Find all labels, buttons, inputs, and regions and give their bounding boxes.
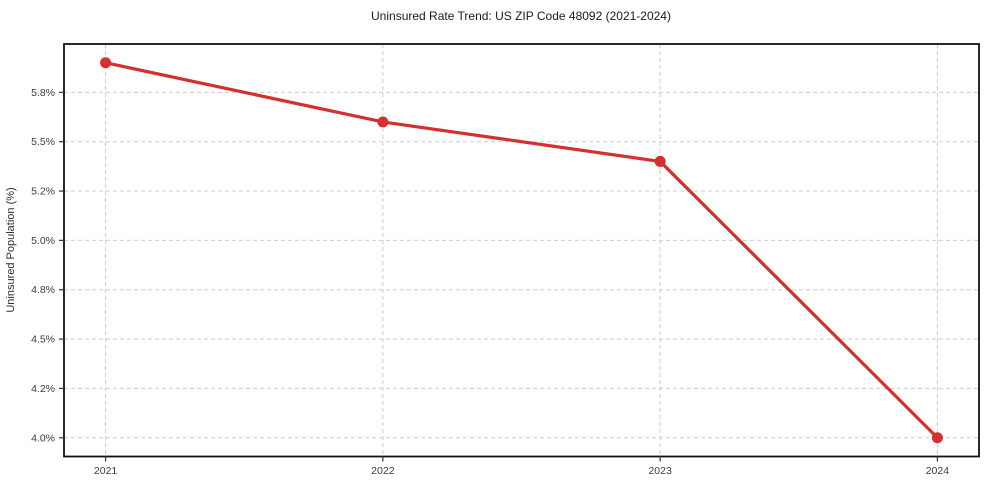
y-axis-tick-label: 4.5%: [31, 334, 55, 346]
axes-spines: [63, 43, 980, 458]
axis-ticks: [59, 91, 939, 462]
chart-title: Uninsured Rate Trend: US ZIP Code 48092 …: [371, 9, 671, 23]
y-axis-label: Uninsured Population (%): [5, 187, 17, 312]
x-axis-tick-label: 2023: [648, 465, 672, 477]
y-axis-tick-label: 4.0%: [31, 432, 55, 444]
data-point: [100, 57, 112, 69]
y-axis-tick-label: 5.8%: [31, 87, 55, 99]
y-axis-tick-label: 5.5%: [31, 136, 55, 148]
data-point: [931, 432, 943, 444]
data-point: [377, 116, 389, 128]
y-axis-tick-label: 5.2%: [31, 186, 55, 198]
x-axis-tick-label: 2022: [371, 465, 395, 477]
trend-line: [103, 61, 940, 440]
plot-border: [63, 43, 980, 458]
y-axis-tick-label: 4.8%: [31, 284, 55, 296]
data-series-layer: [100, 57, 943, 444]
x-axis-tick-label: 2024: [926, 465, 950, 477]
y-axis-tick-label: 4.2%: [31, 383, 55, 395]
gridlines: [64, 44, 979, 457]
axis-tick-labels: 2021 2022 2023 2024 4.0% 4.2% 4.5% 4.8% 5.0% 5.2%…: [31, 87, 949, 477]
x-axis-tick-label: 2021: [94, 465, 118, 477]
y-axis-tick-label: 5.0%: [31, 235, 55, 247]
data-point: [654, 155, 666, 167]
